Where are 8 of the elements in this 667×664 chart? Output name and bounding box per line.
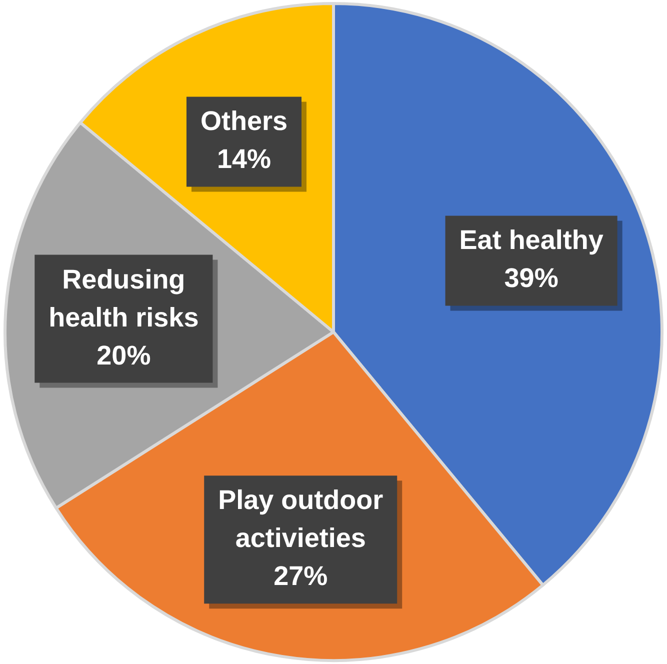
slice-label: Redusing health risks bbox=[48, 264, 199, 332]
data-label: 14% bbox=[216, 144, 272, 174]
slice-label: Eat healthy bbox=[459, 225, 604, 256]
slice-label: Others bbox=[200, 106, 288, 136]
data-label: 20% bbox=[96, 340, 151, 370]
data-label: 27% bbox=[274, 561, 328, 592]
data-label: 39% bbox=[504, 263, 558, 294]
slice-label: Play outdoor activieties bbox=[218, 485, 384, 554]
